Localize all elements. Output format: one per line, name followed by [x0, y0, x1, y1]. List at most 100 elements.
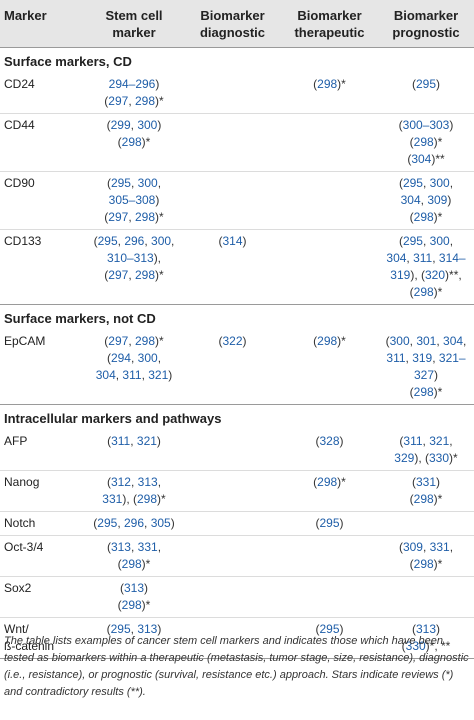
- reference-line: (297, 298)*: [86, 333, 182, 350]
- reference-link[interactable]: 304: [95, 368, 116, 382]
- reference-link[interactable]: 298: [413, 285, 434, 299]
- reference-link[interactable]: 298: [135, 94, 156, 108]
- reference-link[interactable]: 311: [122, 368, 142, 382]
- reference-link[interactable]: 295: [402, 234, 423, 248]
- reference-link[interactable]: 295: [110, 176, 131, 190]
- reference-link[interactable]: 322: [222, 334, 243, 348]
- reference-link[interactable]: 309: [402, 540, 423, 554]
- reference-link[interactable]: 299: [110, 118, 131, 132]
- reference-link[interactable]: 297: [108, 334, 129, 348]
- reference-link[interactable]: 301: [416, 334, 437, 348]
- reference-punctuation: )*: [141, 598, 151, 612]
- reference-link[interactable]: 295: [402, 176, 423, 190]
- reference-link[interactable]: 298: [413, 135, 434, 149]
- reference-link[interactable]: 298: [317, 77, 338, 91]
- reference-link[interactable]: 313: [415, 622, 437, 636]
- reference-link[interactable]: 298: [413, 557, 434, 571]
- reference-link[interactable]: 304: [411, 152, 432, 166]
- reference-link[interactable]: 300–303: [402, 118, 450, 132]
- reference-link[interactable]: 300: [389, 334, 410, 348]
- reference-link[interactable]: 297: [108, 268, 129, 282]
- reference-link[interactable]: 300: [137, 118, 158, 132]
- reference-link[interactable]: 296: [124, 234, 145, 248]
- reference-punctuation: (: [315, 434, 320, 448]
- reference-link[interactable]: 300: [137, 176, 158, 190]
- marker-name-cell: Wnt/ß-catenin: [0, 617, 84, 659]
- reference-punctuation: (: [409, 135, 414, 149]
- reference-link[interactable]: 295: [319, 622, 340, 636]
- reference-link[interactable]: 320: [425, 268, 446, 282]
- reference-link[interactable]: 313: [137, 622, 158, 636]
- reference-link[interactable]: 330: [429, 451, 450, 465]
- reference-link[interactable]: 300: [151, 234, 172, 248]
- reference-link[interactable]: 304: [443, 334, 464, 348]
- header-biomarker-therapeutic: Biomarker therapeutic: [281, 0, 378, 48]
- reference-link[interactable]: 329: [394, 451, 415, 465]
- reference-link[interactable]: 294–296: [108, 77, 156, 91]
- reference-link[interactable]: 314: [222, 234, 243, 248]
- reference-line: (298)*: [283, 333, 376, 350]
- reference-link[interactable]: 304: [386, 251, 407, 265]
- reference-link[interactable]: 331: [429, 540, 450, 554]
- prognostic-cell: (300–303) (298)* (304)**: [378, 113, 474, 172]
- reference-link[interactable]: 298: [135, 334, 156, 348]
- reference-link[interactable]: 304: [400, 193, 421, 207]
- reference-link[interactable]: 311: [111, 434, 131, 448]
- reference-link[interactable]: 314–: [438, 251, 466, 265]
- reference-link[interactable]: 298: [135, 210, 156, 224]
- reference-line: (300–303): [380, 117, 472, 134]
- reference-link[interactable]: 300: [429, 234, 450, 248]
- reference-line: (312, 313,: [86, 474, 182, 491]
- reference-link[interactable]: 331: [137, 540, 158, 554]
- reference-link[interactable]: 295: [97, 234, 118, 248]
- reference-link[interactable]: 297: [108, 94, 129, 108]
- reference-link[interactable]: 309: [427, 193, 448, 207]
- marker-name: ß-catenin: [4, 639, 55, 653]
- reference-link[interactable]: 298: [135, 268, 156, 282]
- reference-link[interactable]: 331: [415, 475, 437, 489]
- reference-link[interactable]: 298: [121, 557, 142, 571]
- reference-link[interactable]: 300: [429, 176, 450, 190]
- reference-link[interactable]: 298: [121, 598, 142, 612]
- reference-link[interactable]: 305: [150, 516, 171, 530]
- reference-link[interactable]: 321: [429, 434, 450, 448]
- reference-link[interactable]: 295: [415, 77, 437, 91]
- reference-link[interactable]: 310–313: [106, 251, 154, 265]
- reference-link[interactable]: 321: [136, 434, 157, 448]
- reference-link[interactable]: 319: [390, 268, 411, 282]
- reference-link[interactable]: 298: [317, 334, 338, 348]
- reference-link[interactable]: 295: [319, 516, 340, 530]
- reference-link[interactable]: 295: [110, 622, 131, 636]
- reference-link[interactable]: 311: [403, 434, 423, 448]
- reference-link[interactable]: 298: [317, 475, 338, 489]
- reference-link[interactable]: 300: [137, 351, 158, 365]
- stem-cell-marker-cell: (312, 313, 331), (298)*: [84, 470, 184, 512]
- reference-link[interactable]: 327: [413, 368, 435, 382]
- reference-link[interactable]: 321–: [438, 351, 466, 365]
- reference-punctuation: (: [315, 516, 320, 530]
- reference-link[interactable]: 305–308: [108, 193, 156, 207]
- reference-link[interactable]: 313: [137, 475, 158, 489]
- reference-punctuation: ,: [144, 516, 151, 530]
- stem-cell-marker-cell: (313) (298)*: [84, 576, 184, 618]
- reference-link[interactable]: 297: [108, 210, 129, 224]
- reference-link[interactable]: 313: [123, 581, 145, 595]
- reference-link[interactable]: 312: [110, 475, 131, 489]
- reference-link[interactable]: 313: [110, 540, 131, 554]
- reference-link[interactable]: 298: [413, 210, 434, 224]
- reference-link[interactable]: 330: [405, 639, 426, 653]
- reference-link[interactable]: 295: [97, 516, 118, 530]
- reference-link[interactable]: 311: [386, 351, 406, 365]
- reference-link[interactable]: 298: [137, 492, 158, 506]
- reference-link[interactable]: 298: [121, 135, 142, 149]
- reference-link[interactable]: 296: [123, 516, 145, 530]
- reference-link[interactable]: 311: [413, 251, 433, 265]
- reference-link[interactable]: 321: [148, 368, 169, 382]
- marker-name-cell: CD44: [0, 113, 84, 172]
- reference-link[interactable]: 331: [102, 492, 123, 506]
- reference-link[interactable]: 328: [319, 434, 340, 448]
- reference-link[interactable]: 298: [413, 385, 434, 399]
- reference-link[interactable]: 319: [412, 351, 433, 365]
- reference-link[interactable]: 298: [413, 492, 434, 506]
- reference-link[interactable]: 294: [110, 351, 131, 365]
